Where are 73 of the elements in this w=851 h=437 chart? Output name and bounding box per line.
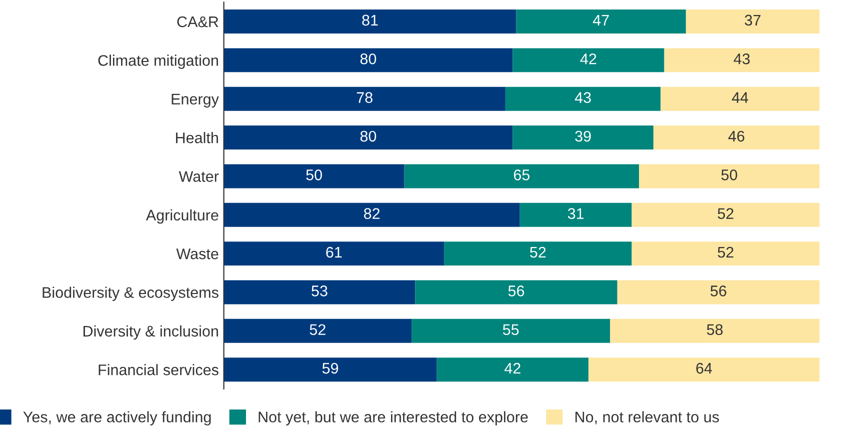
- data-label: 52: [718, 246, 734, 258]
- bar: [224, 10, 516, 34]
- bar: [588, 358, 820, 382]
- y-tick-label: CA&R: [177, 16, 218, 28]
- data-label: 58: [706, 324, 723, 336]
- data-label: 37: [744, 14, 760, 26]
- data-label: 52: [530, 246, 546, 258]
- data-label: 52: [310, 324, 326, 336]
- bar: [660, 86, 820, 111]
- bar: [632, 242, 820, 266]
- data-label: 43: [574, 92, 591, 103]
- bar: [436, 358, 588, 382]
- bar: [224, 164, 404, 188]
- y-tick-label: Water: [178, 171, 219, 182]
- bar: [653, 126, 820, 150]
- data-label: 59: [322, 362, 338, 374]
- y-tick-label: Agriculture: [146, 209, 218, 224]
- data-label: 80: [360, 53, 376, 64]
- bar: [444, 242, 632, 266]
- data-label: 80: [360, 130, 376, 142]
- bar: [664, 48, 820, 72]
- bar: [224, 358, 437, 382]
- data-label: 47: [592, 14, 609, 26]
- y-tick-label: Financial services: [98, 364, 218, 376]
- data-label: 44: [732, 92, 748, 103]
- data-label: 52: [718, 208, 734, 219]
- data-label: 56: [710, 286, 726, 296]
- y-tick-label: Diversity & inclusion: [84, 325, 218, 340]
- y-tick-label: Climate mitigation: [98, 54, 218, 69]
- bar: [686, 10, 820, 34]
- data-label: 50: [306, 170, 322, 180]
- data-label: 65: [514, 170, 530, 180]
- data-label: 42: [504, 362, 520, 374]
- bar: [639, 164, 820, 188]
- bar: [224, 126, 513, 150]
- data-label: 43: [734, 53, 750, 64]
- y-tick-label: Energy: [172, 94, 219, 108]
- data-label: 78: [356, 92, 372, 103]
- bar: [516, 10, 686, 34]
- data-label: 82: [364, 208, 380, 219]
- data-label: 50: [721, 170, 738, 180]
- data-label: 81: [362, 14, 378, 26]
- bar: [632, 202, 820, 227]
- bar: [224, 86, 506, 111]
- bar: [224, 242, 444, 266]
- bar: [520, 202, 632, 227]
- data-label: 46: [728, 130, 744, 142]
- bar: [224, 48, 513, 72]
- bar: [224, 202, 520, 227]
- data-label: 31: [568, 208, 584, 219]
- legend-label: Yes, we are actively funding: [23, 411, 211, 426]
- data-label: 56: [508, 286, 524, 296]
- data-label: 55: [502, 324, 519, 336]
- bar: [512, 48, 664, 72]
- y-tick-label: Biodiversity & ecosystems: [42, 286, 218, 301]
- bar: [512, 126, 654, 150]
- data-label: 64: [696, 362, 712, 374]
- y-tick-label: Health: [176, 132, 218, 144]
- bar: [415, 280, 618, 304]
- bar: [404, 164, 639, 188]
- bar: [505, 86, 661, 111]
- legend-label: Not yet, but we are interested to explore: [258, 411, 528, 426]
- bar: [617, 280, 820, 304]
- data-label: 42: [580, 53, 596, 64]
- legend-label: No, not relevant to us: [576, 411, 719, 424]
- data-label: 39: [575, 130, 591, 142]
- bar: [610, 318, 820, 343]
- y-tick-label: Waste: [176, 248, 218, 260]
- bar: [412, 318, 610, 343]
- bar: [224, 280, 416, 304]
- data-label: 53: [312, 286, 328, 296]
- data-label: 61: [326, 246, 342, 258]
- bar: [224, 318, 412, 343]
